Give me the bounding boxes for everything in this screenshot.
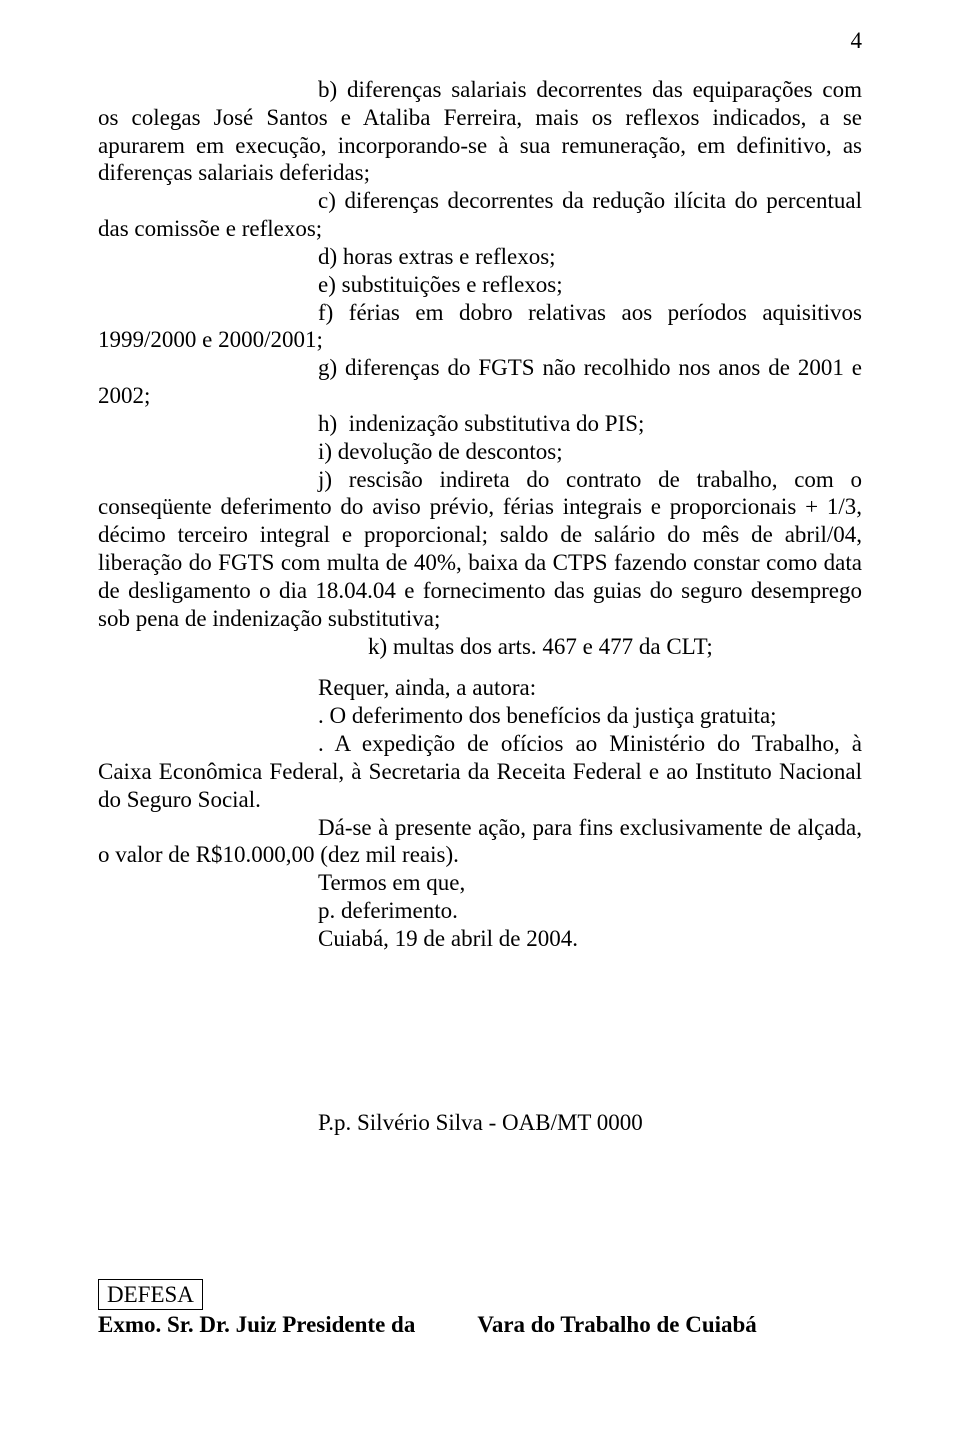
paragraph-valor: Dá-se à presente ação, para fins exclusi… [98, 814, 862, 870]
paragraph-local-data: Cuiabá, 19 de abril de 2004. [98, 925, 862, 953]
paragraph-k: k) multas dos arts. 467 e 477 da CLT; [98, 633, 862, 661]
paragraph-d: d) horas extras e reflexos; [98, 243, 862, 271]
signature-line: P.p. Silvério Silva - OAB/MT 0000 [318, 1110, 862, 1136]
defesa-label: DEFESA [98, 1279, 203, 1310]
paragraph-g: g) diferenças do FGTS não recolhido nos … [98, 354, 862, 410]
paragraph-e: e) substituições e reflexos; [98, 271, 862, 299]
addressee-line: Exmo. Sr. Dr. Juiz Presidente da Vara do … [98, 1312, 862, 1338]
paragraph-pdef: p. deferimento. [98, 897, 862, 925]
paragraph-deferimento: . O deferimento dos benefícios da justiç… [98, 702, 862, 730]
page-number: 4 [851, 28, 863, 54]
paragraph-c: c) diferenças decorrentes da redução ilí… [98, 187, 862, 243]
paragraph-i: i) devolução de descontos; [98, 438, 862, 466]
addressee-part-b: Vara do Trabalho de Cuiabá [477, 1312, 756, 1337]
paragraph-j: j) rescisão indireta do contrato de trab… [98, 466, 862, 633]
document-body: b) diferenças salariais decorrentes das … [98, 76, 862, 1338]
addressee-part-a: Exmo. Sr. Dr. Juiz Presidente da [98, 1312, 415, 1337]
paragraph-f: f) férias em dobro relativas aos período… [98, 299, 862, 355]
paragraph-h-text: indenização substitutiva do PIS; [349, 411, 645, 436]
paragraph-requer: Requer, ainda, a autora: [98, 674, 862, 702]
paragraph-b: b) diferenças salariais decorrentes das … [98, 76, 862, 187]
paragraph-h: h) indenização substitutiva do PIS; [98, 410, 862, 438]
document-page: 4 b) diferenças salariais decorrentes da… [0, 0, 960, 1454]
defesa-block: DEFESA [98, 1279, 862, 1312]
paragraph-termos: Termos em que, [98, 869, 862, 897]
paragraph-oficios: . A expedição de ofícios ao Ministério d… [98, 730, 862, 813]
paragraph-h-marker: h) [318, 411, 337, 436]
